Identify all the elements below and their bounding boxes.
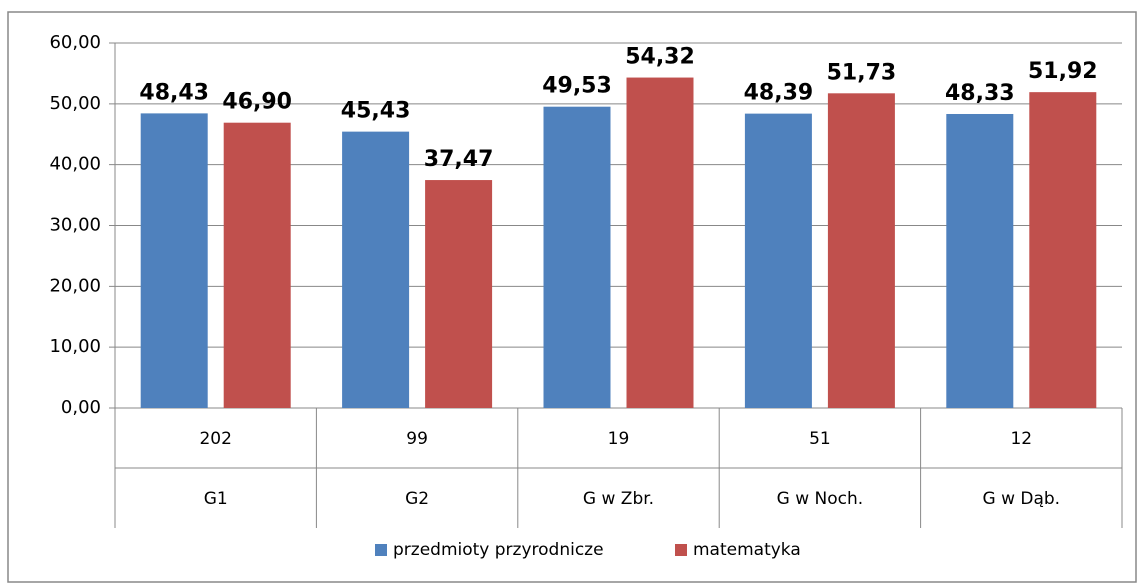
legend-label: przedmioty przyrodnicze [393,540,604,560]
x-tick-label: 51 [809,429,831,449]
data-label: 54,32 [625,45,695,70]
y-tick-label: 0,00 [61,397,101,418]
y-tick-label: 30,00 [49,215,101,236]
data-label: 51,92 [1028,59,1098,84]
data-label: 51,73 [827,60,897,85]
bar [744,113,812,408]
y-tick-label: 20,00 [49,275,101,296]
y-tick-label: 40,00 [49,154,101,175]
x-tick-label: 19 [608,429,630,449]
bar [223,122,291,409]
x-tick-label: G w Zbr. [583,489,654,509]
data-label: 49,53 [542,74,612,99]
y-tick-label: 60,00 [49,32,101,53]
data-label: 45,43 [341,99,411,124]
bar [1029,92,1097,409]
x-tick-label: G w Noch. [777,489,864,509]
legend-label: matematyka [693,540,801,560]
x-tick-label: G w Dąb. [983,489,1061,509]
x-tick-label: G2 [405,489,429,509]
bar [946,113,1014,409]
x-tick-label: 99 [406,429,428,449]
bar [140,113,208,409]
x-tick-label: G1 [204,489,228,509]
x-tick-label: 12 [1010,429,1032,449]
x-tick-label: 202 [199,429,231,449]
bar [342,131,410,409]
data-label: 37,47 [424,147,494,172]
data-label: 48,33 [945,81,1015,106]
bar [425,180,493,408]
legend-swatch [675,544,687,556]
bar [626,77,694,408]
bar [827,93,895,408]
bar [543,106,611,408]
data-label: 46,90 [222,90,292,115]
y-tick-label: 10,00 [49,336,101,357]
data-label: 48,39 [744,81,814,106]
y-tick-label: 50,00 [49,93,101,114]
legend-swatch [375,544,387,556]
data-label: 48,43 [139,80,209,105]
